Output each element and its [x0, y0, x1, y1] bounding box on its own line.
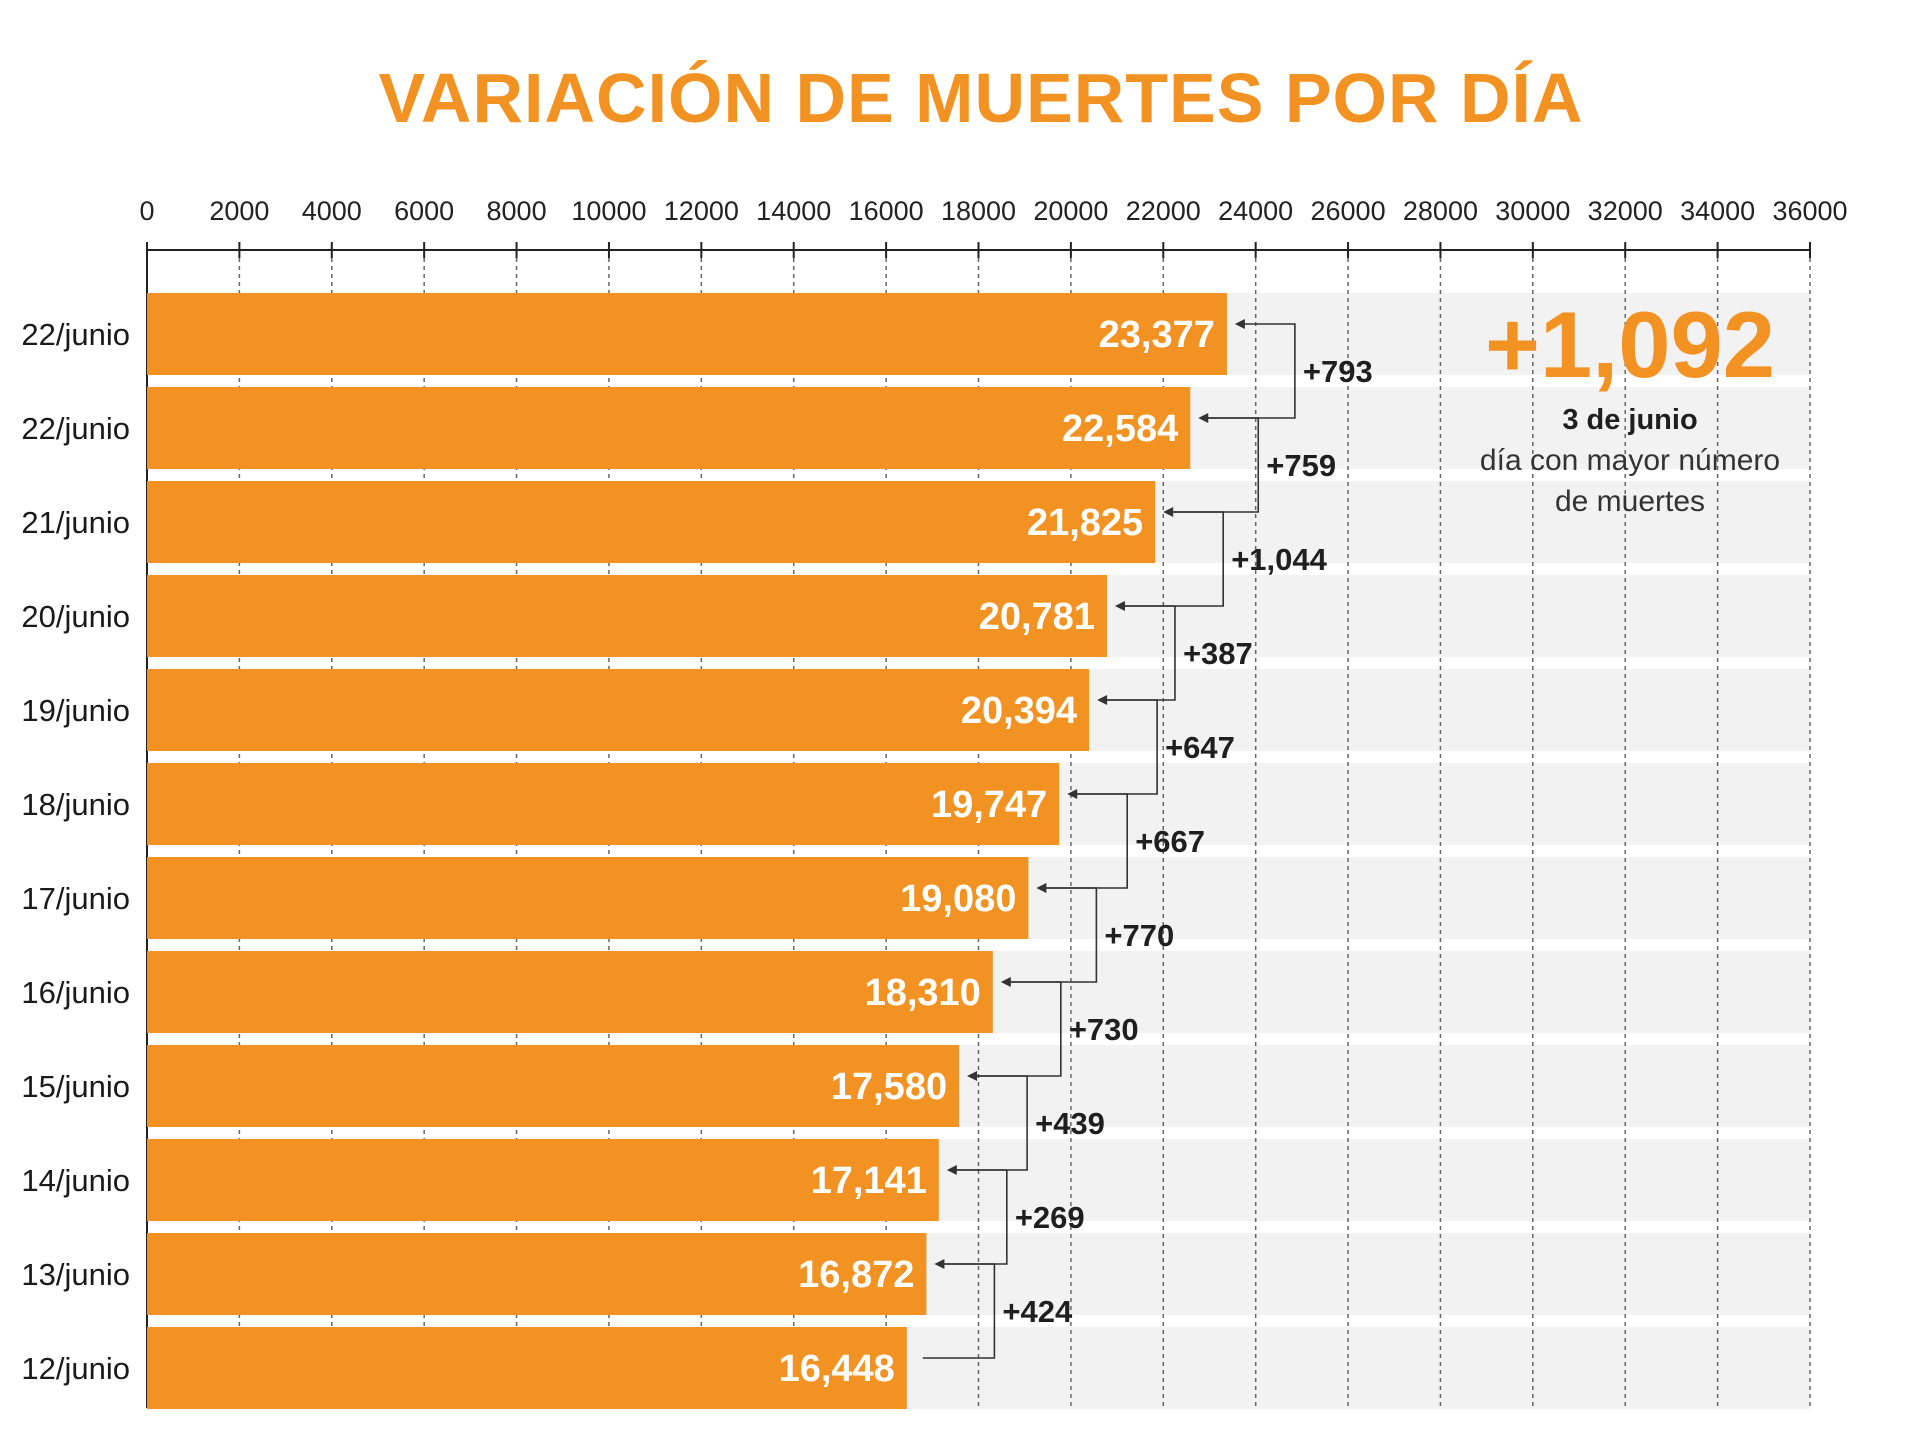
bar-value-label: 20,394	[961, 690, 1077, 732]
difference-label: +770	[1104, 918, 1174, 953]
callout-value: +1,092	[1484, 292, 1776, 397]
x-tick-label: 30000	[1495, 196, 1570, 226]
x-tick-label: 6000	[394, 196, 454, 226]
arrowhead	[1097, 695, 1108, 705]
arrowhead	[1067, 789, 1078, 799]
x-tick-label: 16000	[849, 196, 924, 226]
difference-connector	[922, 1263, 996, 1359]
arrowhead	[1114, 601, 1125, 611]
bar	[147, 1045, 960, 1127]
bar	[147, 1233, 927, 1315]
difference-label: +424	[1002, 1294, 1073, 1329]
bars: 23,377 22/junio 22,584 22/junio 21,825 21/jun…	[21, 293, 1227, 1409]
bar	[147, 387, 1191, 469]
arrowhead	[967, 1071, 978, 1081]
callout-description-line2: de muertes	[1554, 484, 1706, 518]
x-tick-label: 22000	[1126, 196, 1201, 226]
x-tick-label: 2000	[209, 196, 269, 226]
bar-value-label: 16,872	[798, 1254, 914, 1296]
category-label: 14/junio	[21, 1163, 130, 1198]
bar	[147, 1327, 907, 1409]
bar	[147, 763, 1060, 845]
x-tick-label: 26000	[1311, 196, 1386, 226]
max-deaths-callout: +1,092 3 de junio día con mayor número d…	[1440, 298, 1820, 522]
category-label: 12/junio	[21, 1351, 130, 1386]
category-label: 18/junio	[21, 787, 130, 822]
x-tick-label: 4000	[302, 196, 362, 226]
difference-label: +793	[1303, 354, 1373, 389]
bar	[147, 857, 1029, 939]
bar-value-label: 22,584	[1062, 408, 1178, 450]
bar-value-label: 18,310	[865, 972, 981, 1014]
x-tick-label: 12000	[664, 196, 739, 226]
category-label: 17/junio	[21, 881, 130, 916]
bar-value-label: 16,448	[779, 1348, 895, 1390]
bar-value-label: 20,781	[979, 596, 1095, 638]
difference-label: +387	[1183, 636, 1253, 671]
chart-title: VARIACIÓN DE MUERTES POR DÍA	[378, 59, 1584, 137]
bar-value-label: 19,747	[931, 784, 1047, 826]
x-tick-label: 36000	[1772, 196, 1847, 226]
bar-value-label: 21,825	[1027, 502, 1143, 544]
category-label: 16/junio	[21, 975, 130, 1010]
x-tick-label: 32000	[1588, 196, 1663, 226]
x-tick-label: 34000	[1680, 196, 1755, 226]
x-tick-label: 24000	[1218, 196, 1293, 226]
difference-label: +647	[1165, 730, 1235, 765]
difference-label: +269	[1015, 1200, 1085, 1235]
difference-label: +667	[1135, 824, 1205, 859]
bar-value-label: 17,141	[811, 1160, 927, 1202]
difference-label: +439	[1035, 1106, 1105, 1141]
bar-value-label: 23,377	[1099, 314, 1215, 356]
category-label: 22/junio	[21, 411, 130, 446]
callout-date: 3 de junio	[1562, 404, 1698, 436]
arrowhead	[1198, 413, 1209, 423]
difference-label: +759	[1266, 448, 1336, 483]
difference-annotations: +793 +759 +1,044 +387 +647 +667 +770 +730 +439 +2…	[922, 319, 1373, 1359]
x-tick-label: 0	[139, 196, 154, 226]
x-tick-label: 20000	[1033, 196, 1108, 226]
bar-value-label: 17,580	[831, 1066, 947, 1108]
callout-description: día con mayor número de muertes	[1440, 441, 1820, 522]
arrowhead	[946, 1165, 957, 1175]
bar-value-label: 19,080	[900, 878, 1016, 920]
callout-description-line1: día con mayor número	[1479, 444, 1781, 477]
arrowhead	[1000, 977, 1011, 987]
category-label: 15/junio	[21, 1069, 130, 1104]
difference-label: +730	[1069, 1012, 1139, 1047]
category-label: 19/junio	[21, 693, 130, 728]
x-axis: 0 2000 4000 6000 8000 10000 12000 14000 16000 180…	[139, 196, 1848, 1408]
bar	[147, 293, 1227, 375]
arrowhead	[1234, 319, 1245, 329]
bar	[147, 951, 993, 1033]
category-label: 22/junio	[21, 317, 130, 352]
category-label: 21/junio	[21, 505, 130, 540]
arrowhead	[1163, 507, 1174, 517]
x-tick-label: 28000	[1403, 196, 1478, 226]
bar	[147, 481, 1156, 563]
x-tick-label: 18000	[941, 196, 1016, 226]
x-tick-label: 10000	[571, 196, 646, 226]
difference-label: +1,044	[1231, 542, 1327, 577]
x-tick-label: 14000	[756, 196, 831, 226]
x-tick-label: 8000	[487, 196, 547, 226]
category-label: 13/junio	[21, 1257, 130, 1292]
bar	[147, 1139, 939, 1221]
category-label: 20/junio	[21, 599, 130, 634]
arrowhead	[934, 1259, 945, 1269]
arrowhead	[1036, 883, 1047, 893]
bar	[147, 669, 1090, 751]
bar	[147, 575, 1107, 657]
